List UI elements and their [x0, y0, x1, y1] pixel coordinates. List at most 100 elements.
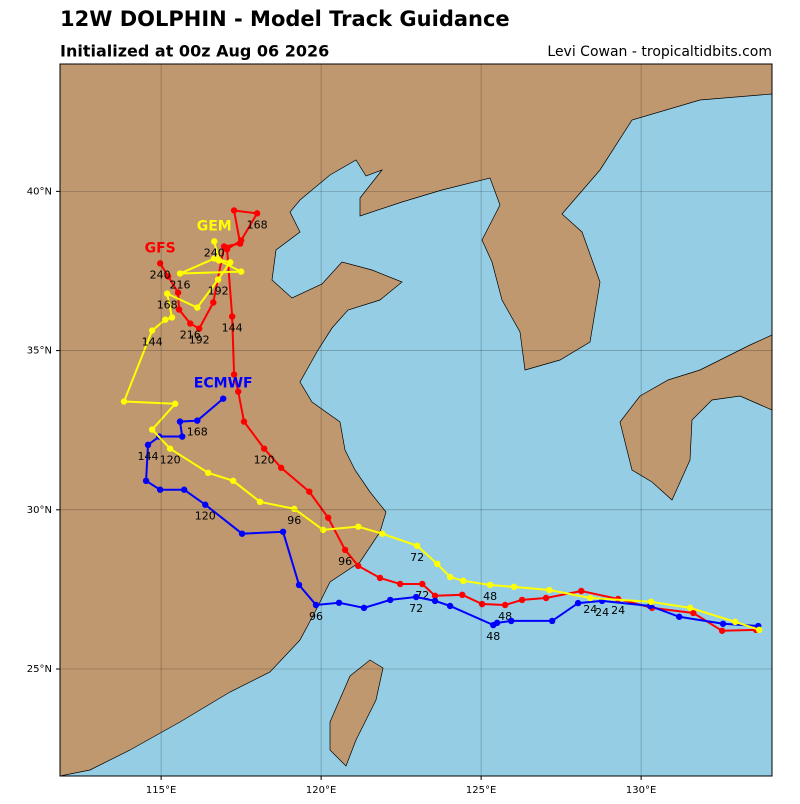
x-tick-label: 130°E — [626, 785, 656, 796]
track-point — [227, 259, 234, 266]
track-point — [548, 617, 556, 625]
track-point — [647, 598, 655, 606]
track-point — [211, 255, 218, 262]
track-point — [196, 325, 203, 332]
hour-label: 168 — [157, 299, 178, 312]
track-point — [253, 210, 261, 217]
hour-label: 72 — [409, 602, 423, 615]
track-point — [180, 486, 188, 493]
track-point — [486, 581, 494, 589]
model-name: ECMWF — [194, 376, 253, 392]
track-point — [459, 591, 466, 599]
japan — [619, 334, 772, 501]
track-point — [214, 276, 222, 283]
hour-label: 24 — [595, 606, 609, 619]
track-point — [312, 601, 320, 609]
track-line — [159, 209, 757, 632]
track-point — [148, 426, 156, 433]
track-point — [176, 418, 184, 425]
track-point — [413, 542, 421, 549]
hour-label: 96 — [338, 555, 352, 568]
track-point — [142, 477, 150, 485]
track-point — [236, 240, 244, 247]
sea — [60, 93, 772, 776]
y-tick-label: 40°N — [27, 186, 52, 197]
hour-label: 120 — [160, 454, 181, 467]
track-point — [164, 290, 171, 297]
track-point — [510, 583, 518, 591]
hour-label: 216 — [180, 329, 201, 342]
hour-label: 96 — [309, 610, 323, 623]
track-point — [732, 618, 739, 626]
track-point — [295, 581, 303, 589]
hour-label: 192 — [189, 334, 210, 347]
track-point — [202, 501, 209, 508]
track-point — [237, 268, 245, 275]
track-point — [690, 609, 697, 617]
track-point — [574, 599, 582, 607]
track-point — [756, 626, 763, 634]
track-point — [379, 530, 386, 537]
track-point — [686, 604, 694, 612]
track-point — [434, 560, 441, 568]
hour-label: 72 — [410, 551, 424, 564]
map — [60, 64, 772, 776]
track-point — [230, 371, 238, 378]
track-point — [446, 602, 454, 610]
track-point — [341, 546, 349, 554]
hour-label: 144 — [142, 336, 163, 349]
track-point — [431, 592, 439, 599]
track-point — [148, 327, 156, 334]
hour-label: 240 — [204, 246, 225, 259]
track-point — [187, 320, 194, 327]
y-tick-label: 25°N — [27, 664, 52, 675]
track-point — [508, 617, 515, 625]
track-point — [176, 270, 184, 277]
track-point — [324, 514, 332, 521]
track-point — [412, 593, 420, 601]
hour-label: 192 — [208, 285, 229, 298]
track-point — [204, 469, 212, 477]
track-point — [168, 314, 176, 321]
y-tick-label: 30°N — [27, 505, 52, 516]
x-tick-label: 125°E — [466, 785, 496, 796]
track-point — [335, 599, 343, 606]
hour-label: 216 — [170, 279, 191, 292]
track-point — [419, 580, 426, 588]
hour-label: 144 — [138, 450, 159, 463]
hour-label: 48 — [483, 590, 497, 603]
track-point — [175, 306, 183, 313]
track-point — [172, 400, 179, 407]
track-point — [396, 580, 404, 588]
track-point — [587, 594, 594, 602]
track-point — [446, 573, 454, 581]
track-point — [260, 445, 268, 452]
track-point — [279, 528, 287, 535]
track-point — [230, 207, 238, 214]
track-point — [578, 587, 585, 595]
track-point — [291, 505, 298, 513]
track-point — [546, 586, 553, 594]
track-point — [355, 523, 362, 530]
hour-label: 24 — [611, 604, 625, 617]
track-point — [360, 604, 368, 612]
track-point — [229, 477, 237, 485]
track-point — [215, 257, 223, 264]
track-point — [156, 260, 164, 267]
track-point — [144, 441, 152, 449]
chart-title: 12W DOLPHIN - Model Track Guidance — [60, 7, 510, 31]
track-point — [518, 596, 526, 604]
track-point — [431, 597, 439, 605]
track-point — [490, 621, 497, 629]
y-tick-label: 35°N — [27, 346, 52, 357]
track-point — [277, 464, 285, 471]
track-point — [235, 388, 242, 395]
track-point — [319, 526, 327, 534]
chart-subtitle: Initialized at 00z Aug 06 2026 — [60, 42, 329, 61]
track-point — [220, 243, 228, 250]
track-point — [501, 601, 509, 609]
model-name: GFS — [145, 240, 176, 256]
hour-label: 168 — [247, 218, 268, 231]
